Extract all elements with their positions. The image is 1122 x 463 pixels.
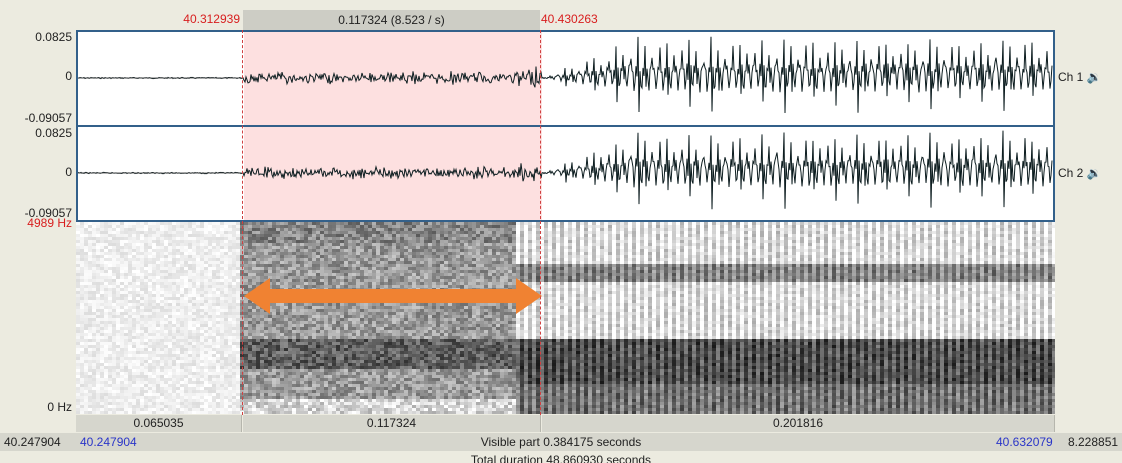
selection-end-time[interactable]: 40.430263 bbox=[541, 12, 598, 26]
ch2-ymin-label: -0.09057 bbox=[24, 206, 72, 220]
selection-length-label: 0.117324 (8.523 / s) bbox=[338, 13, 445, 27]
selection-end-line[interactable] bbox=[540, 30, 541, 415]
channel-2-label[interactable]: Ch 2 🔉 bbox=[1058, 166, 1102, 180]
visible-start-time[interactable]: 40.247904 bbox=[80, 435, 137, 449]
channel-label-text: Ch 1 bbox=[1058, 70, 1084, 84]
total-duration-bar[interactable]: Total duration 48.860930 seconds bbox=[0, 451, 1122, 463]
interval-durations-row: 0.065035 0.117324 0.201816 bbox=[76, 415, 1055, 432]
selection-length-box[interactable]: 0.117324 (8.523 / s) bbox=[243, 10, 540, 31]
ch2-ymax-label: 0.0825 bbox=[35, 126, 72, 140]
ch1-yzero-label: 0 bbox=[65, 69, 72, 83]
ch1-ymax-label: 0.0825 bbox=[35, 30, 72, 44]
selection-start-time[interactable]: 40.312939 bbox=[183, 12, 240, 26]
window-start-time[interactable]: 40.247904 bbox=[4, 435, 61, 449]
speaker-icon[interactable]: 🔉 bbox=[1086, 166, 1102, 180]
channel-label-text: Ch 2 bbox=[1058, 166, 1084, 180]
spectrogram-image bbox=[76, 222, 1055, 414]
waveform-trace bbox=[78, 36, 1053, 114]
spectrogram-fmin-label: 0 Hz bbox=[47, 400, 72, 414]
total-duration-label: Total duration 48.860930 seconds bbox=[470, 453, 652, 463]
selection-info-bar: 40.312939 0.117324 (8.523 / s) 40.430263 bbox=[0, 10, 1122, 31]
waveform-channel-2[interactable] bbox=[76, 125, 1055, 222]
double-headed-arrow-icon bbox=[244, 278, 542, 314]
duration-selection[interactable]: 0.117324 bbox=[243, 415, 541, 432]
spectrogram-fmax-label: 4989 Hz bbox=[27, 216, 72, 230]
selection-start-line[interactable] bbox=[242, 30, 243, 415]
channel-1-label[interactable]: Ch 1 🔉 bbox=[1058, 70, 1102, 84]
duration-after-selection[interactable]: 0.201816 bbox=[542, 415, 1055, 432]
ch2-yzero-label: 0 bbox=[65, 165, 72, 179]
speaker-icon[interactable]: 🔉 bbox=[1086, 70, 1102, 84]
window-end-time[interactable]: 8.228851 bbox=[1068, 435, 1119, 449]
visible-part-label: Visible part 0.384175 seconds bbox=[480, 435, 642, 449]
visible-end-time[interactable]: 40.632079 bbox=[996, 435, 1053, 449]
ch1-ymin-label: -0.09057 bbox=[24, 111, 72, 125]
spectrogram[interactable] bbox=[76, 222, 1055, 414]
waveform-trace bbox=[78, 130, 1053, 210]
visible-part-bar[interactable]: 40.247904 40.247904 Visible part 0.38417… bbox=[0, 433, 1122, 451]
duration-before-selection[interactable]: 0.065035 bbox=[76, 415, 242, 432]
waveform-channel-1[interactable] bbox=[76, 30, 1055, 127]
